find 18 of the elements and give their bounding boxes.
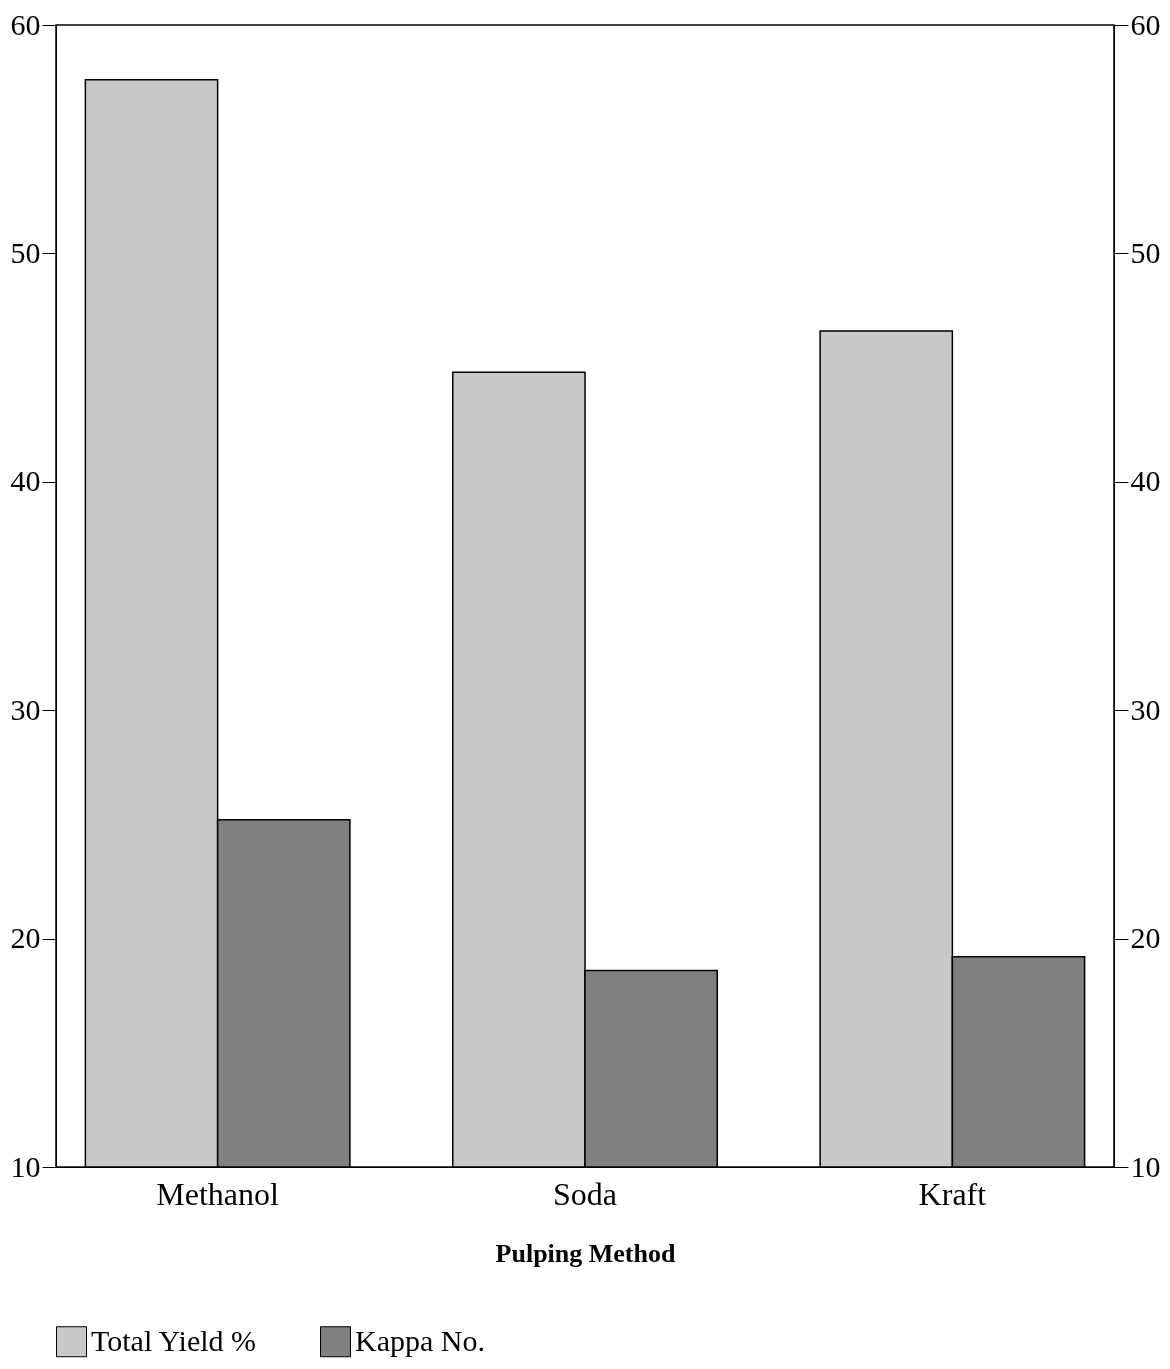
- y2-tick-label: 30: [1130, 692, 1161, 726]
- x-tick-label: Kraft: [918, 1175, 987, 1212]
- y-tick-label: 50: [10, 235, 41, 269]
- x-tick-label: Soda: [553, 1175, 617, 1212]
- x-axis-title: Pulping Method: [495, 1238, 676, 1268]
- legend-label: Kappa No.: [355, 1323, 485, 1357]
- x-tick-label: Methanol: [156, 1175, 280, 1212]
- y2-tick-label: 50: [1130, 235, 1161, 269]
- y2-tick-label: 60: [1130, 7, 1161, 41]
- y-tick-label: 20: [10, 921, 41, 955]
- y-tick-label: 10: [10, 1149, 41, 1183]
- y-tick-label: 30: [10, 692, 41, 726]
- y2-tick-label: 10: [1130, 1149, 1161, 1183]
- y-tick-label: 40: [10, 464, 41, 498]
- y-tick-label: 60: [10, 7, 41, 41]
- legend-label: Total Yield %: [91, 1323, 257, 1357]
- y2-tick-label: 20: [1130, 921, 1161, 955]
- y2-tick-label: 40: [1130, 464, 1161, 498]
